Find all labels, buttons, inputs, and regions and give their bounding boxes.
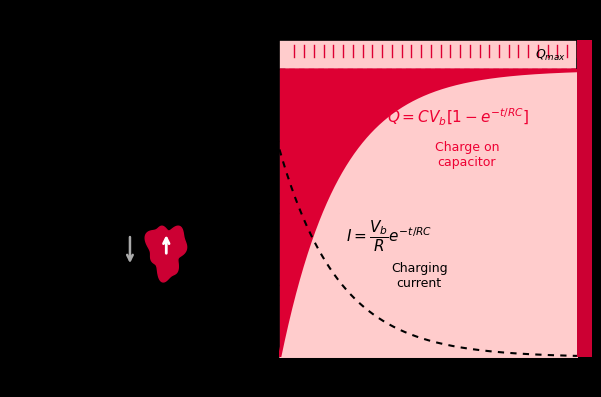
Polygon shape (145, 226, 187, 282)
Text: $I = \dfrac{V_b}{R}e^{-t/RC}$: $I = \dfrac{V_b}{R}e^{-t/RC}$ (346, 218, 433, 254)
Text: Charging
current: Charging current (391, 262, 448, 291)
Text: $Q_{\mathregular{max}}$: $Q_{\mathregular{max}}$ (535, 48, 566, 63)
Text: $Q = CV_b\left[1 - e^{-t/RC}\right]$: $Q = CV_b\left[1 - e^{-t/RC}\right]$ (387, 107, 529, 128)
Text: Charge on
capacitor: Charge on capacitor (435, 141, 499, 169)
